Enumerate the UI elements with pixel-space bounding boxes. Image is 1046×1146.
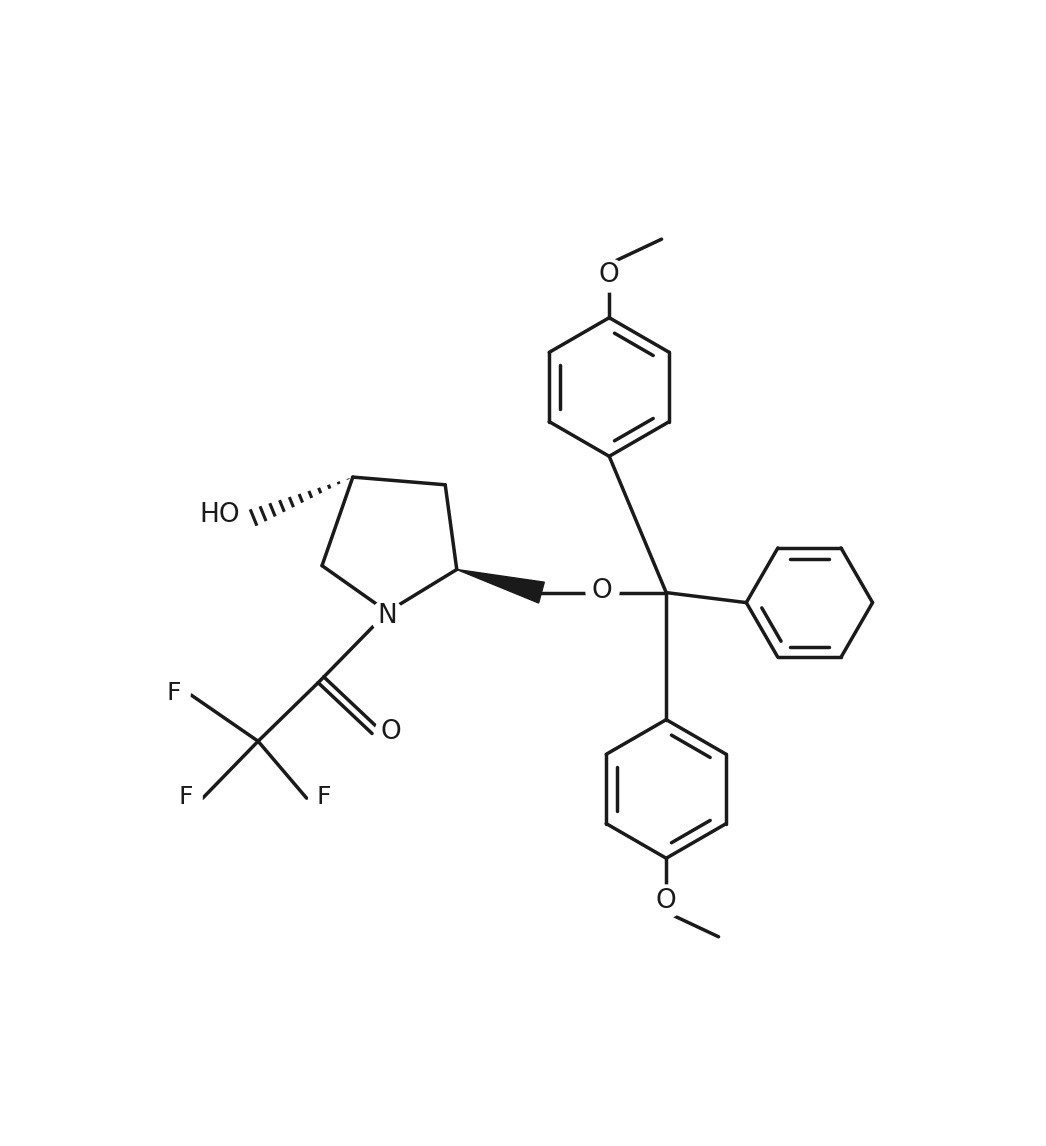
Text: O: O <box>380 719 401 745</box>
Polygon shape <box>457 570 544 603</box>
Text: F: F <box>167 681 181 705</box>
Text: N: N <box>378 603 397 629</box>
Text: O: O <box>656 888 677 913</box>
Text: O: O <box>599 262 619 289</box>
Text: HO: HO <box>199 502 240 528</box>
Text: F: F <box>179 785 192 809</box>
Text: O: O <box>591 578 612 604</box>
Text: F: F <box>316 785 331 809</box>
